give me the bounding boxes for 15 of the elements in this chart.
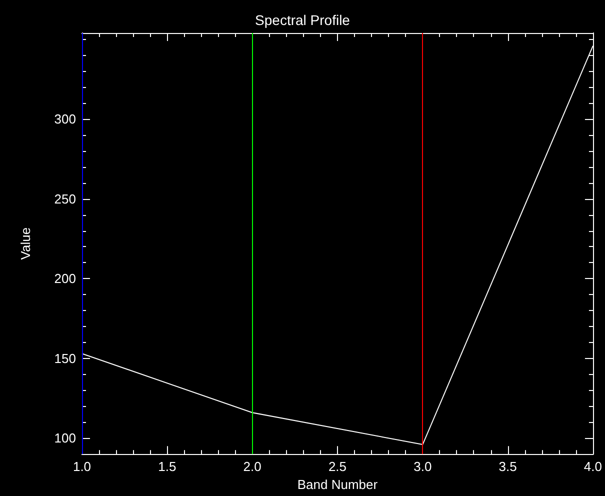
- y-tick-label: 100: [54, 430, 76, 446]
- x-tick-label: 1.0: [72, 459, 92, 474]
- y-axis-title: Value: [18, 227, 33, 260]
- x-tick-label: 2.0: [243, 459, 262, 474]
- x-tick-label: 3.0: [414, 459, 432, 474]
- x-tick-label: 4.0: [584, 459, 602, 474]
- x-axis-title: Band Number: [297, 477, 378, 492]
- y-tick-label: 300: [54, 112, 76, 127]
- x-tick-label: 1.5: [158, 459, 176, 474]
- y-tick-label: 200: [54, 271, 76, 286]
- y-tick-label: 250: [54, 191, 76, 206]
- y-tick-label: 150: [54, 350, 76, 366]
- chart-title: Spectral Profile: [255, 12, 350, 28]
- x-tick-label: 2.5: [328, 459, 347, 474]
- x-tick-label: 3.5: [498, 459, 517, 474]
